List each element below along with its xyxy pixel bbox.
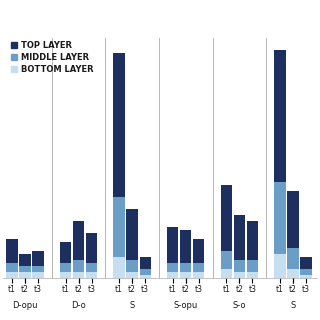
- Bar: [126, 272, 138, 278]
- Bar: [287, 269, 299, 278]
- Bar: [193, 263, 204, 272]
- Bar: [60, 272, 71, 278]
- Bar: [167, 228, 179, 263]
- Bar: [220, 252, 232, 269]
- Bar: [73, 221, 84, 260]
- Bar: [287, 191, 299, 248]
- Bar: [180, 230, 191, 263]
- Bar: [167, 272, 179, 278]
- Bar: [247, 272, 258, 278]
- Bar: [6, 272, 18, 278]
- Bar: [86, 233, 97, 263]
- Bar: [32, 266, 44, 272]
- Bar: [180, 272, 191, 278]
- Bar: [180, 263, 191, 272]
- Bar: [247, 260, 258, 272]
- Bar: [167, 263, 179, 272]
- Bar: [86, 272, 97, 278]
- Bar: [73, 272, 84, 278]
- Bar: [60, 263, 71, 272]
- Bar: [73, 260, 84, 272]
- Bar: [6, 263, 18, 272]
- Bar: [19, 266, 31, 272]
- Bar: [247, 221, 258, 260]
- Bar: [300, 257, 312, 269]
- Bar: [6, 239, 18, 263]
- Bar: [193, 239, 204, 263]
- Bar: [114, 53, 125, 197]
- Bar: [19, 272, 31, 278]
- Bar: [234, 260, 245, 272]
- Bar: [274, 50, 285, 182]
- Bar: [234, 215, 245, 260]
- Bar: [60, 243, 71, 263]
- Bar: [32, 252, 44, 266]
- Bar: [274, 254, 285, 278]
- Bar: [234, 272, 245, 278]
- Bar: [193, 272, 204, 278]
- Bar: [220, 269, 232, 278]
- Bar: [140, 276, 151, 278]
- Bar: [140, 269, 151, 276]
- Bar: [220, 185, 232, 252]
- Bar: [86, 263, 97, 272]
- Bar: [300, 276, 312, 278]
- Bar: [126, 209, 138, 260]
- Legend: TOP LAYER, MIDDLE LAYER, BOTTOM LAYER: TOP LAYER, MIDDLE LAYER, BOTTOM LAYER: [7, 38, 97, 77]
- Bar: [300, 269, 312, 276]
- Bar: [32, 272, 44, 278]
- Bar: [287, 248, 299, 269]
- Bar: [114, 197, 125, 257]
- Bar: [114, 257, 125, 278]
- Bar: [274, 182, 285, 254]
- Bar: [19, 254, 31, 266]
- Bar: [140, 257, 151, 269]
- Bar: [126, 260, 138, 272]
